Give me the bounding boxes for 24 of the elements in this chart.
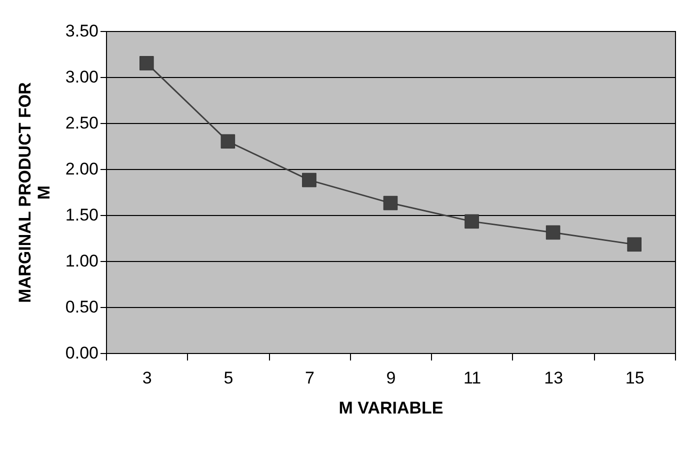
x-tick-label: 3 — [142, 368, 152, 388]
point — [302, 172, 316, 188]
y-tick-label: 3.00 — [65, 68, 98, 86]
x-tick-label: 15 — [625, 368, 644, 388]
y-tick-label: 3.50 — [65, 22, 98, 40]
point — [220, 134, 236, 149]
x-axis-title: M VARIABLE — [338, 398, 444, 418]
x-tick-label: 9 — [386, 368, 396, 388]
y-axis-title: MARGINAL PRODUCT FOR M — [15, 82, 54, 303]
point — [627, 237, 642, 252]
y-tick-label: 2.50 — [65, 114, 98, 132]
point — [383, 196, 398, 210]
y-tick-label: 1.50 — [65, 206, 98, 224]
x-tick-label: 11 — [463, 368, 482, 388]
y-tick-label: 1.00 — [65, 252, 98, 270]
point — [464, 214, 479, 229]
x-tick-label: 7 — [304, 368, 314, 388]
y-tick-label: 0.50 — [65, 298, 98, 316]
point — [140, 56, 154, 70]
x-tick-label: 5 — [224, 368, 234, 388]
point — [546, 225, 560, 240]
y-tick-label: 2.00 — [65, 160, 98, 178]
x-tick-label: 13 — [544, 368, 564, 388]
y-tick-label: 0.00 — [65, 344, 98, 362]
